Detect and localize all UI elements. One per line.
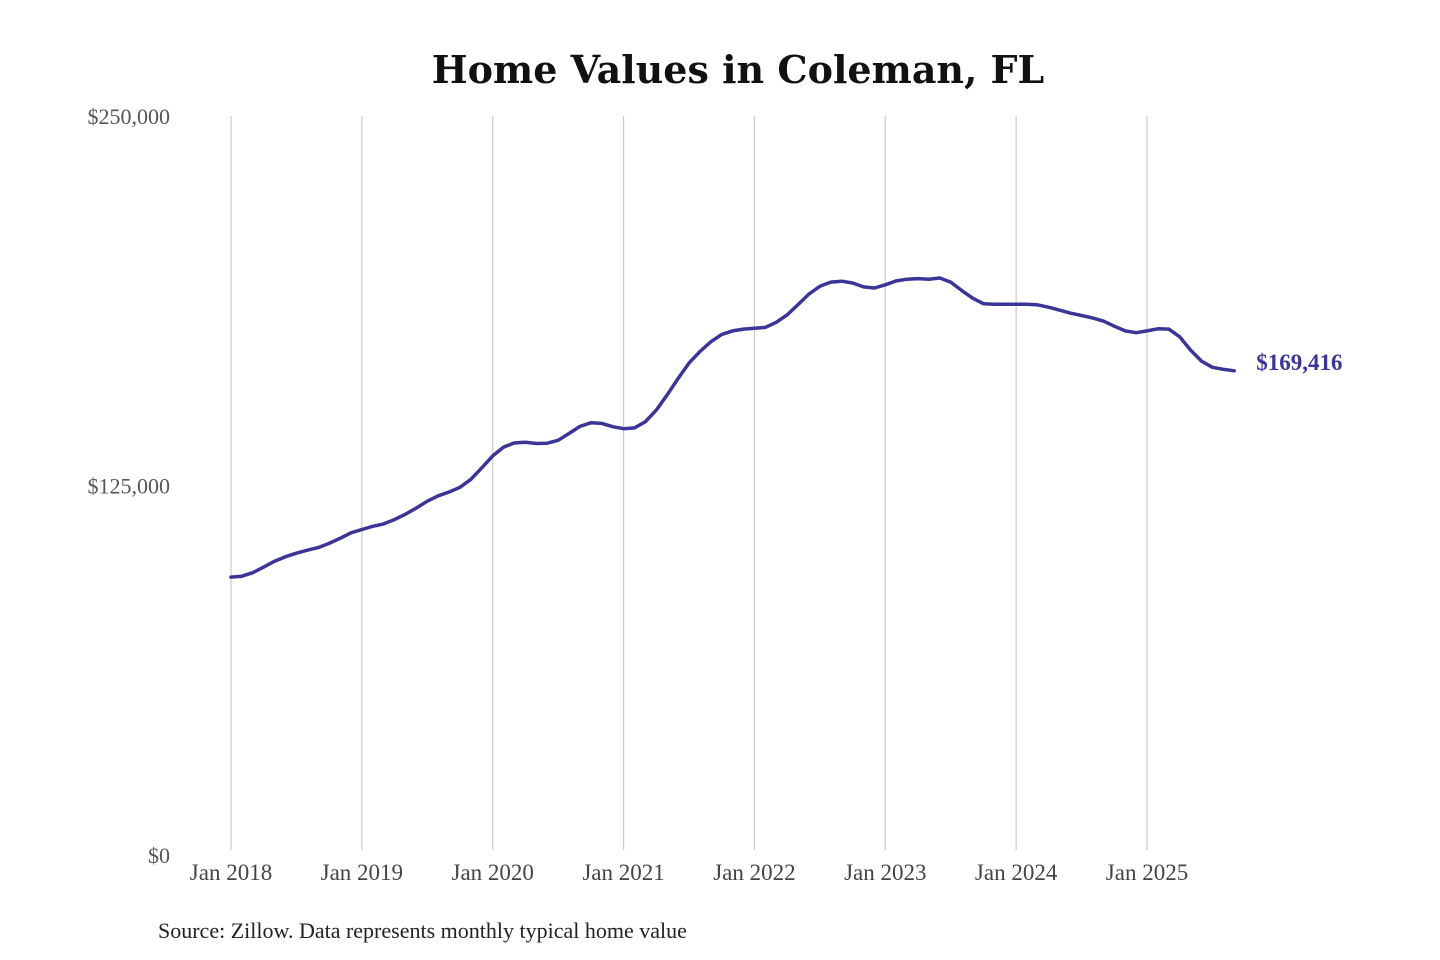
chart-title: Home Values in Coleman, FL bbox=[432, 47, 1044, 92]
y-axis: $0 $125,000 $250,000 bbox=[88, 104, 171, 868]
x-tick-label: Jan 2021 bbox=[582, 860, 664, 885]
source-note: Source: Zillow. Data represents monthly … bbox=[158, 918, 687, 943]
end-value-label: $169,416 bbox=[1256, 350, 1342, 375]
x-tick-label: Jan 2024 bbox=[975, 860, 1058, 885]
y-tick-label: $125,000 bbox=[88, 474, 171, 499]
x-tick-label: Jan 2022 bbox=[713, 860, 795, 885]
x-axis: Jan 2018 Jan 2019 Jan 2020 Jan 2021 Jan 2022… bbox=[190, 860, 1188, 885]
x-tick-label: Jan 2018 bbox=[190, 860, 272, 885]
x-tick-label: Jan 2019 bbox=[321, 860, 403, 885]
y-tick-label: $0 bbox=[148, 843, 170, 868]
x-tick-label: Jan 2023 bbox=[844, 860, 926, 885]
series-line bbox=[229, 276, 1236, 579]
series-layer: $169,416 bbox=[229, 276, 1342, 579]
x-tick-label: Jan 2020 bbox=[452, 860, 534, 885]
x-tick-label: Jan 2025 bbox=[1106, 860, 1188, 885]
y-tick-label: $250,000 bbox=[88, 104, 171, 129]
gridlines bbox=[230, 116, 1148, 850]
